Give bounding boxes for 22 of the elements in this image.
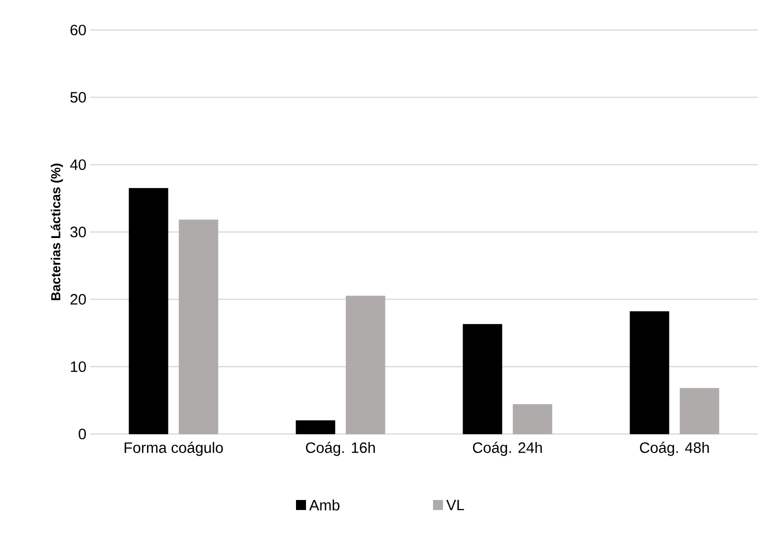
y-tick-label: 30 [70,226,86,238]
x-tick-label: Coág. 24h [472,442,542,456]
y-tick-label: 60 [70,24,86,36]
bar [178,220,218,434]
y-tick-label: 0 [78,428,86,440]
x-tick-label: Forma coágulo [124,442,223,456]
bar [462,324,502,434]
y-tick-label: 10 [70,361,86,372]
bar [630,311,670,434]
x-tick-label: Coág. 48h [640,442,709,456]
y-axis-title: Bacterias Lácticas (%) [50,164,63,300]
legend-label: Amb [309,499,340,510]
bar [512,404,552,434]
bar [296,420,336,434]
x-tick-label: Coág. 16h [306,442,375,456]
y-tick-label: 50 [70,92,86,103]
y-tick-label: 20 [70,294,86,305]
bar [680,388,720,434]
y-tick-label: 40 [70,159,86,170]
legend-label: VL [446,500,464,510]
bar [346,296,386,434]
bar [128,188,168,434]
